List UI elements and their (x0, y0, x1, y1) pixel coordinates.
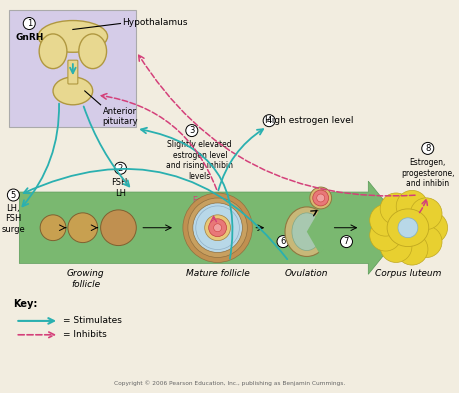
Circle shape (73, 218, 92, 238)
Circle shape (213, 224, 221, 232)
Circle shape (379, 231, 411, 263)
Circle shape (192, 203, 242, 253)
Circle shape (316, 194, 324, 202)
Circle shape (415, 212, 447, 244)
Circle shape (77, 222, 89, 234)
Circle shape (187, 198, 247, 257)
Text: 1: 1 (27, 19, 32, 28)
Circle shape (68, 213, 97, 242)
FancyArrow shape (19, 181, 405, 274)
Circle shape (312, 190, 328, 206)
Text: Hypothalamus: Hypothalamus (122, 18, 188, 27)
Text: 3: 3 (189, 126, 194, 135)
Circle shape (369, 219, 401, 251)
Circle shape (397, 218, 417, 238)
Text: Estrogen: Estrogen (191, 196, 227, 205)
Circle shape (51, 226, 55, 230)
Text: 5: 5 (11, 191, 16, 200)
Circle shape (101, 210, 136, 246)
Circle shape (379, 193, 411, 225)
Wedge shape (306, 210, 331, 253)
Text: Slightly elevated
estrogen level
and rising inhibin
levels: Slightly elevated estrogen level and ris… (166, 140, 233, 181)
Ellipse shape (285, 207, 328, 257)
Text: = Inhibits: = Inhibits (63, 330, 106, 339)
Circle shape (395, 190, 427, 222)
Circle shape (45, 220, 61, 236)
Text: Key:: Key: (13, 299, 38, 309)
Text: 7: 7 (343, 237, 348, 246)
Circle shape (196, 206, 239, 250)
Circle shape (111, 221, 125, 235)
Circle shape (208, 219, 226, 237)
Circle shape (309, 187, 331, 209)
FancyBboxPatch shape (9, 10, 136, 127)
Circle shape (40, 215, 66, 241)
Circle shape (369, 204, 401, 236)
Text: Growing
follicle: Growing follicle (67, 269, 104, 289)
Circle shape (106, 216, 130, 240)
Text: Anterior
pituitary: Anterior pituitary (102, 107, 138, 126)
Circle shape (79, 225, 85, 231)
Text: 8: 8 (424, 144, 430, 153)
Text: 3: 3 (214, 250, 220, 259)
Text: 2: 2 (118, 164, 123, 173)
Text: GnRH: GnRH (15, 33, 43, 42)
Text: LH,
FSH
surge: LH, FSH surge (1, 204, 25, 234)
Text: 6: 6 (280, 237, 285, 246)
Text: = Stimulates: = Stimulates (63, 316, 122, 325)
Text: FSH,
LH: FSH, LH (111, 178, 129, 198)
Text: Mature follicle: Mature follicle (185, 269, 249, 278)
Ellipse shape (53, 77, 92, 105)
Circle shape (409, 226, 441, 257)
Text: 4: 4 (266, 116, 271, 125)
Text: Estrogen,
progesterone,
and inhibin: Estrogen, progesterone, and inhibin (400, 158, 453, 188)
Ellipse shape (291, 213, 321, 250)
Text: Corpus luteum: Corpus luteum (374, 269, 440, 278)
Circle shape (183, 193, 252, 263)
Circle shape (395, 233, 427, 265)
Circle shape (409, 198, 441, 230)
Ellipse shape (39, 34, 67, 69)
Text: Ovulation: Ovulation (285, 269, 328, 278)
Text: Copyright © 2006 Pearson Education, Inc., publishing as Benjamin Cummings.: Copyright © 2006 Pearson Education, Inc.… (114, 381, 344, 386)
Circle shape (115, 225, 121, 231)
FancyBboxPatch shape (68, 60, 78, 84)
Circle shape (48, 223, 58, 233)
Ellipse shape (386, 209, 428, 246)
Ellipse shape (78, 34, 106, 69)
Circle shape (204, 215, 230, 241)
Text: High estrogen level: High estrogen level (264, 116, 352, 125)
Ellipse shape (38, 20, 107, 52)
